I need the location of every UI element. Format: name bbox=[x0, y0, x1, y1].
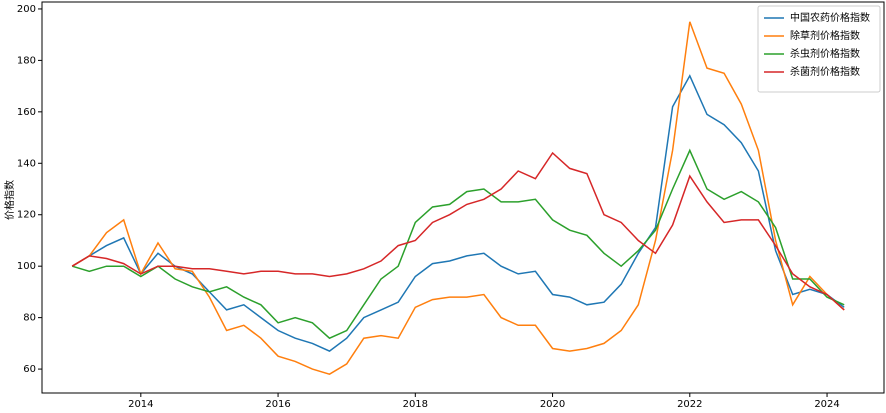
legend-label: 杀虫剂价格指数 bbox=[790, 47, 860, 60]
series-line bbox=[71, 74, 845, 352]
y-tick-label: 140 bbox=[17, 158, 36, 169]
y-tick-label: 100 bbox=[17, 261, 36, 272]
legend-label: 中国农药价格指数 bbox=[790, 11, 870, 24]
x-tick-label: 2022 bbox=[677, 399, 702, 409]
y-tick-label: 80 bbox=[23, 313, 36, 324]
x-tick-label: 2024 bbox=[814, 399, 839, 409]
x-tick-label: 2020 bbox=[540, 399, 565, 409]
legend-box bbox=[757, 5, 881, 93]
series-line bbox=[71, 148, 845, 340]
x-tick-label: 2016 bbox=[265, 399, 290, 409]
series-line bbox=[71, 151, 845, 311]
series-line bbox=[71, 21, 845, 376]
legend-label: 杀菌剂价格指数 bbox=[790, 65, 860, 78]
legend-label: 除草剂价格指数 bbox=[790, 29, 860, 42]
y-tick-label: 160 bbox=[17, 107, 36, 118]
plot-frame bbox=[41, 1, 885, 394]
x-tick-label: 2018 bbox=[403, 399, 428, 409]
y-tick-label: 120 bbox=[17, 210, 36, 221]
y-tick-label: 180 bbox=[17, 55, 36, 66]
y-tick-label: 60 bbox=[23, 364, 36, 375]
y-tick-label: 200 bbox=[17, 4, 36, 15]
y-axis-label: 价格指数 bbox=[3, 180, 16, 220]
x-tick-label: 2014 bbox=[128, 399, 153, 409]
